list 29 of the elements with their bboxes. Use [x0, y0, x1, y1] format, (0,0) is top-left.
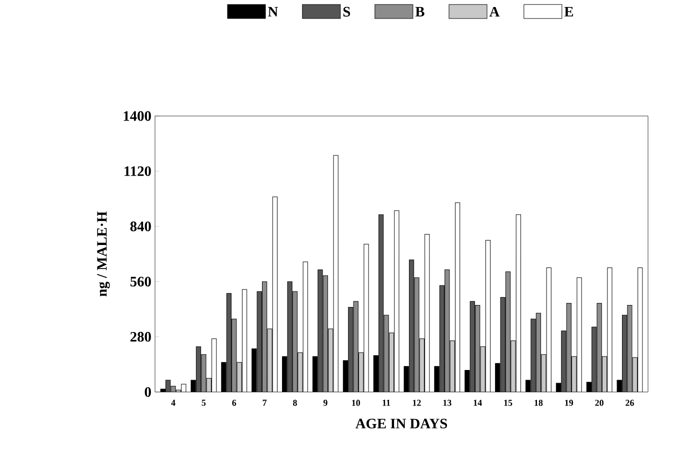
legend-label: N — [268, 6, 278, 16]
x-tick-label: 7 — [262, 400, 267, 406]
x-tick-label: 13 — [443, 400, 452, 406]
x-tick-label: 5 — [202, 400, 206, 406]
x-tick-label: 20 — [595, 400, 604, 406]
y-tick-label: 1120 — [124, 166, 151, 176]
legend-label: A — [489, 6, 500, 16]
y-tick-label: 840 — [130, 222, 151, 232]
x-tick-label: 11 — [382, 400, 390, 406]
y-axis-title: ng / MALE·H — [97, 211, 110, 296]
x-tick-label: 18 — [534, 400, 543, 406]
y-tick-label: 0 — [144, 387, 151, 397]
y-tick-label: 280 — [130, 332, 151, 342]
y-tick-label: 560 — [130, 276, 151, 286]
x-tick-label: 19 — [565, 400, 574, 406]
x-tick-label: 26 — [626, 400, 634, 406]
legend-label: E — [564, 6, 574, 16]
x-tick-label: 6 — [232, 400, 236, 406]
y-tick-label: 1400 — [124, 111, 151, 121]
x-tick-label: 10 — [352, 400, 360, 406]
x-tick-label: 14 — [474, 400, 482, 406]
x-tick-label: 8 — [293, 400, 297, 406]
x-tick-label: 9 — [323, 400, 328, 406]
x-tick-label: 12 — [412, 400, 421, 406]
x-tick-label: 4 — [171, 400, 176, 406]
legend-label: B — [415, 6, 424, 16]
legend-label: S — [343, 6, 350, 17]
x-axis-title: AGE IN DAYS — [356, 418, 448, 428]
x-tick-label: 15 — [504, 400, 512, 406]
